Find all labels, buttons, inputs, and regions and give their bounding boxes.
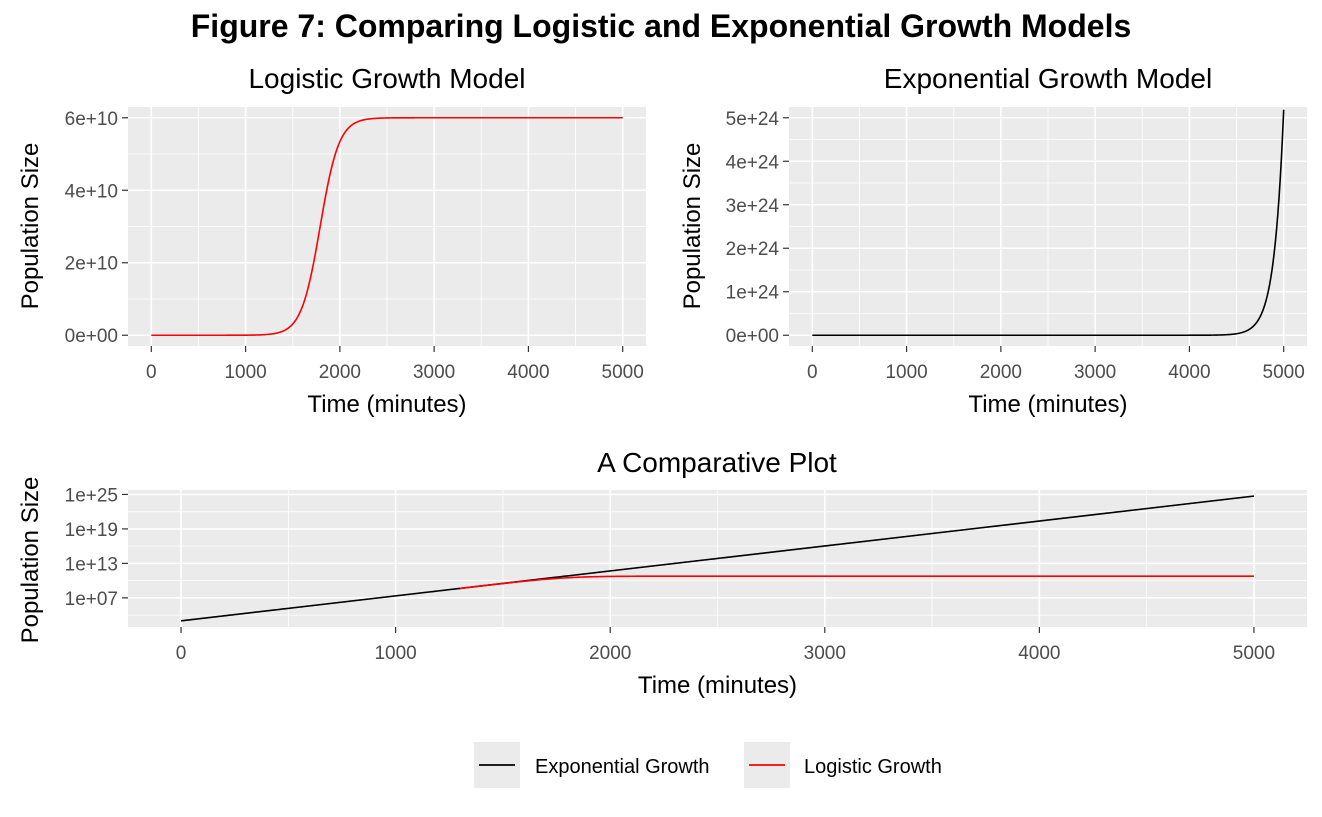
- x-tick-label: 2000: [980, 362, 1022, 383]
- y-tick-label: 1e+19: [65, 520, 118, 541]
- x-tick-label: 4000: [1168, 362, 1210, 383]
- x-tick-label: 2000: [589, 643, 631, 664]
- series-line-exponential-growth: [180, 495, 1255, 622]
- panel-title: A Comparative Plot: [597, 447, 837, 478]
- y-tick-label: 0e+00: [726, 326, 779, 347]
- panel-comparative: 0 1000 2000 3000 4000 5000 1e+07 1e+13 1e+19 1e+2…: [17, 447, 1307, 699]
- y-tick-label: 6e+10: [65, 109, 118, 130]
- y-axis-title: Population Size: [17, 143, 44, 310]
- y-tick-label: 2e+10: [65, 254, 118, 275]
- x-tick-label: 2000: [319, 362, 361, 383]
- y-tick-label: 5e+24: [726, 109, 780, 130]
- legend-label-logistic-growth: Logistic Growth: [804, 756, 942, 778]
- x-tick-label: 1000: [374, 643, 416, 664]
- series-line: [812, 109, 1285, 337]
- x-axis-title: Time (minutes): [638, 672, 797, 699]
- y-axis-title: Population Size: [679, 143, 706, 310]
- x-tick-label: 3000: [1074, 362, 1116, 383]
- series-line-logistic-growth: [459, 575, 1254, 590]
- y-tick-label: 1e+13: [65, 554, 118, 575]
- y-tick-label: 1e+25: [65, 485, 118, 506]
- panel-title: Exponential Growth Model: [884, 63, 1212, 94]
- legend-label-exponential-growth: Exponential Growth: [535, 756, 710, 778]
- y-tick-label: 1e+24: [726, 283, 780, 304]
- x-tick-label: 4000: [507, 362, 549, 383]
- x-tick-label: 5000: [1263, 362, 1305, 383]
- y-tick-label: 4e+10: [65, 181, 118, 202]
- y-axis-title: Population Size: [17, 477, 44, 644]
- x-tick-label: 4000: [1018, 643, 1060, 664]
- x-tick-label: 0: [176, 643, 187, 664]
- x-tick-label: 5000: [1233, 643, 1275, 664]
- y-tick-label: 2e+24: [726, 239, 780, 260]
- x-tick-label: 1000: [885, 362, 927, 383]
- y-tick-label: 3e+24: [726, 196, 780, 217]
- y-tick-label: 4e+24: [726, 152, 780, 173]
- y-tick-label: 1e+07: [65, 589, 118, 610]
- legend: Exponential Growth Logistic Growth: [474, 742, 942, 788]
- series-line: [151, 116, 623, 337]
- x-tick-label: 1000: [224, 362, 266, 383]
- x-tick-label: 0: [146, 362, 157, 383]
- x-tick-label: 3000: [413, 362, 455, 383]
- panel-exponential: 0 1000 2000 3000 4000 5000 0e+00 1e+24 2e+24 3e+2…: [679, 63, 1307, 418]
- x-tick-label: 0: [807, 362, 818, 383]
- x-tick-label: 3000: [804, 643, 846, 664]
- y-tick-label: 0e+00: [65, 326, 118, 347]
- panel-title: Logistic Growth Model: [248, 63, 525, 94]
- figure-title: Figure 7: Comparing Logistic and Exponen…: [191, 8, 1132, 44]
- x-tick-label: 5000: [602, 362, 644, 383]
- x-axis-title: Time (minutes): [307, 391, 466, 418]
- x-axis-title: Time (minutes): [968, 391, 1127, 418]
- panel-logistic: 0 1000 2000 3000 4000 5000 0e+00 2e+10 4e+10 6e+1…: [17, 63, 646, 418]
